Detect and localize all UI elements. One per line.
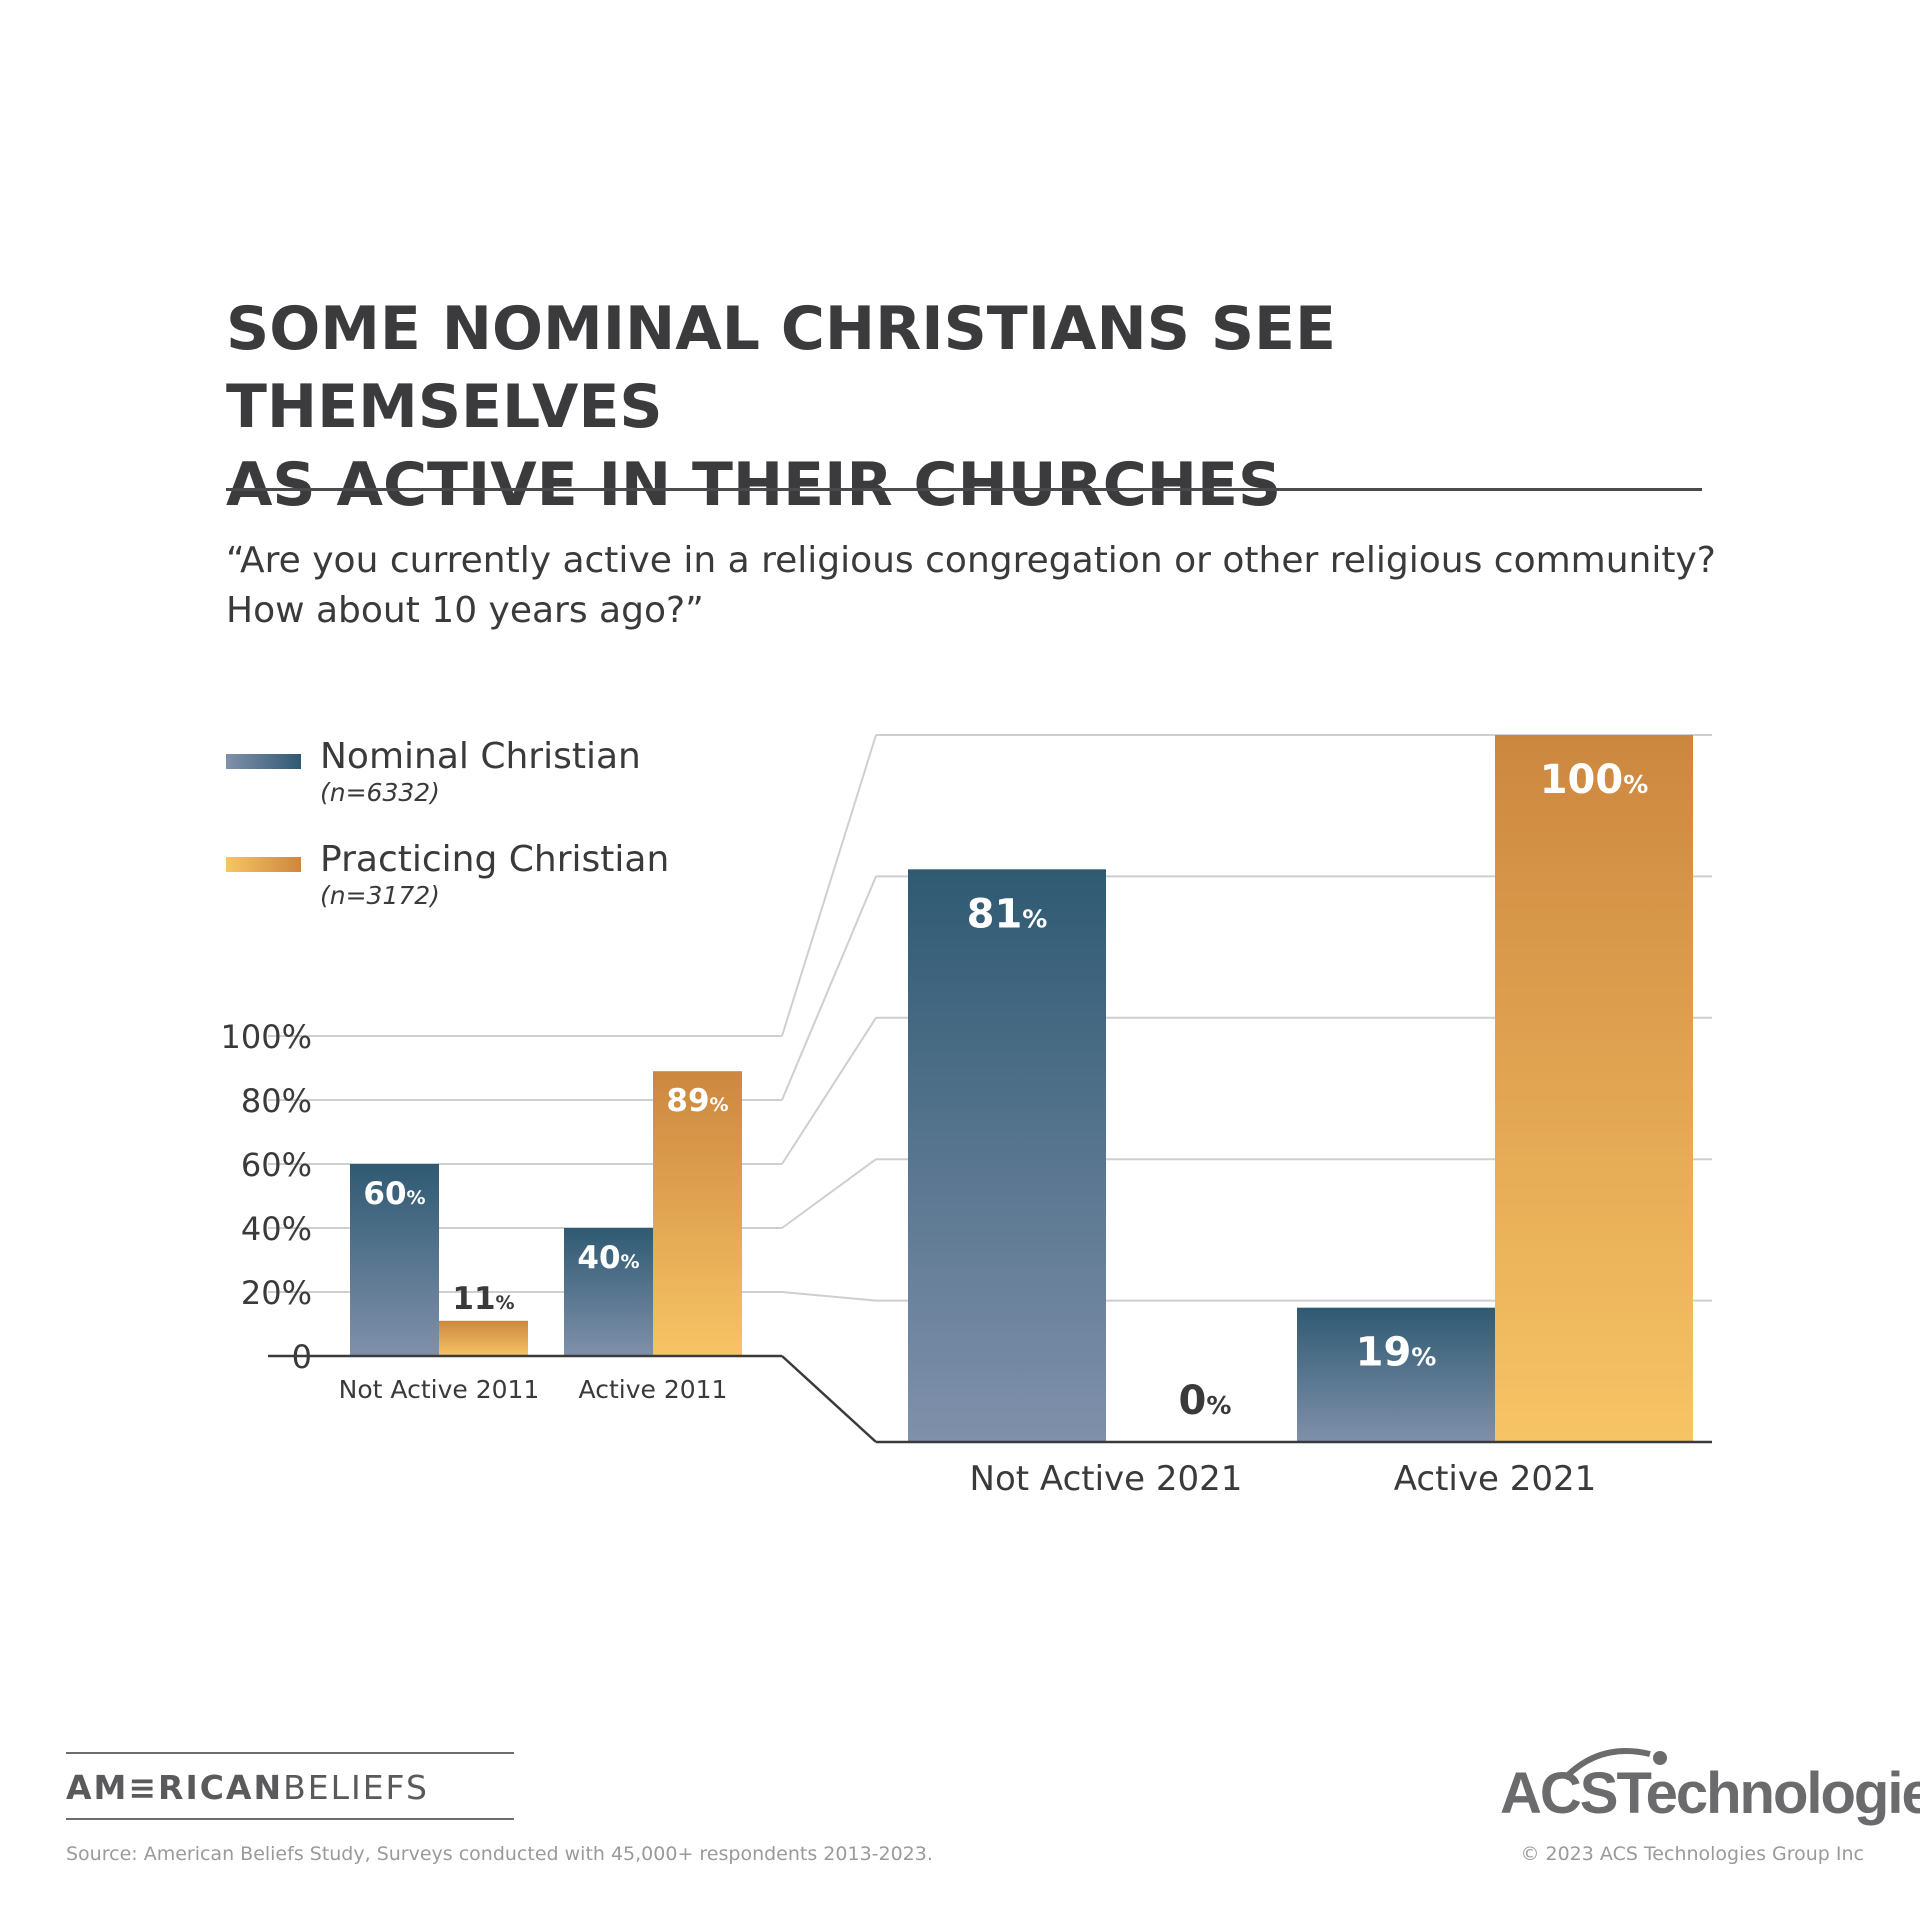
- legend-label-practicing: Practicing Christian: [320, 839, 670, 880]
- small-bar: [564, 1228, 653, 1356]
- copyright-note: © 2023 ACS Technologies Group Inc: [1520, 1843, 1864, 1865]
- brand-light: BELIEFS: [283, 1768, 429, 1807]
- title-line-1: SOME NOMINAL CHRISTIANS SEE THEMSELVES: [226, 294, 1336, 442]
- small-bar-value-label: 89%: [666, 1083, 728, 1119]
- small-bar-value-label: 40%: [577, 1240, 639, 1276]
- small-bar: [350, 1164, 439, 1356]
- legend-label-nominal: Nominal Christian: [320, 736, 641, 777]
- american-beliefs-logo: AM≡RICANBELIEFS: [66, 1752, 514, 1822]
- title-line-2: AS ACTIVE IN THEIR CHURCHES: [226, 450, 1282, 520]
- small-bar: [653, 1071, 742, 1356]
- connector-line-80: [781, 876, 877, 1101]
- small-bar-value-label: 60%: [363, 1176, 425, 1212]
- survey-question: “Are you currently active in a religious…: [226, 536, 1746, 636]
- small-category-label: Active 2011: [579, 1375, 728, 1404]
- question-line-2: How about 10 years ago?”: [226, 590, 704, 631]
- acs-technologies-logo: ACSTechnologies: [1500, 1740, 1920, 1840]
- y-tick-label: 0: [292, 1338, 312, 1376]
- connector-line-40: [781, 1158, 877, 1229]
- small-bar: [439, 1320, 528, 1356]
- acs-wordmark: ACSTechnologies: [1500, 1761, 1920, 1826]
- y-tick-label: 20%: [241, 1274, 312, 1312]
- question-line-1: “Are you currently active in a religious…: [226, 540, 1716, 581]
- legend-n-practicing: (n=3172): [320, 881, 440, 910]
- source-note: Source: American Beliefs Study, Surveys …: [66, 1843, 933, 1865]
- chart-labels: 0 20% 40% 60% 80% 100% 60% 11% Not Active 2011 40…: [221, 757, 1649, 1499]
- acs-arc-icon: [1562, 1748, 1667, 1780]
- legend-swatch-nominal: [226, 754, 301, 769]
- large-category-label: Active 2021: [1394, 1459, 1597, 1499]
- large-bar-value-label: 81%: [967, 891, 1048, 937]
- small-chart-bars: [350, 1071, 742, 1356]
- y-tick-label: 100%: [221, 1018, 312, 1056]
- chart-axes: [268, 1354, 1712, 1444]
- connector-line-100: [781, 734, 877, 1037]
- brand-bold: AM≡RICAN: [66, 1768, 284, 1807]
- baseline-connector: [781, 1355, 877, 1443]
- y-tick-label: 80%: [241, 1082, 312, 1120]
- y-tick-label: 40%: [241, 1210, 312, 1248]
- brand-top-line: [66, 1752, 514, 1754]
- large-chart-bars: [908, 735, 1693, 1442]
- y-tick-label: 60%: [241, 1146, 312, 1184]
- connector-line-20: [781, 1291, 877, 1302]
- page-title: SOME NOMINAL CHRISTIANS SEE THEMSELVES A…: [226, 290, 1746, 524]
- large-bar: [908, 869, 1106, 1442]
- connector-line-60: [781, 1017, 877, 1165]
- large-category-label: Not Active 2021: [970, 1459, 1243, 1499]
- small-bar-value-label: 11%: [452, 1281, 514, 1317]
- large-bar: [1495, 735, 1693, 1442]
- legend-swatch-practicing: [226, 857, 301, 872]
- small-category-label: Not Active 2011: [339, 1375, 540, 1404]
- large-bar-value-label: 19%: [1356, 1330, 1437, 1376]
- large-bar-value-label: 0%: [1179, 1378, 1232, 1424]
- brand-bottom-line: [66, 1818, 514, 1820]
- zoom-connector-lines: [781, 734, 877, 1302]
- title-divider: [226, 488, 1702, 491]
- brand-wordmark: AM≡RICANBELIEFS: [66, 1768, 429, 1807]
- large-bar-value-label: 100%: [1540, 757, 1649, 803]
- legend-n-nominal: (n=6332): [320, 778, 440, 807]
- large-bar: [1297, 1307, 1495, 1442]
